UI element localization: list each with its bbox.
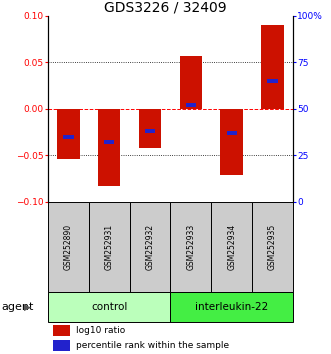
Text: ▶: ▶ <box>24 303 31 312</box>
Text: GSM252932: GSM252932 <box>146 224 155 270</box>
Bar <box>261 25 284 109</box>
Bar <box>252 202 293 292</box>
Text: percentile rank within the sample: percentile rank within the sample <box>76 341 229 350</box>
Text: agent: agent <box>2 302 34 312</box>
Text: log10 ratio: log10 ratio <box>76 326 125 335</box>
Text: GSM252934: GSM252934 <box>227 224 236 270</box>
Bar <box>53 325 70 336</box>
Bar <box>130 202 170 292</box>
Bar <box>53 340 70 351</box>
Bar <box>48 202 89 292</box>
Bar <box>220 109 243 175</box>
Bar <box>48 292 170 322</box>
Text: GSM252933: GSM252933 <box>186 224 195 270</box>
Bar <box>57 109 80 159</box>
Bar <box>89 202 130 292</box>
Text: GSM252890: GSM252890 <box>64 224 73 270</box>
Bar <box>170 202 211 292</box>
Bar <box>63 135 73 138</box>
Text: GDS3226 / 32409: GDS3226 / 32409 <box>104 0 227 14</box>
Bar <box>211 202 252 292</box>
Bar <box>104 141 114 144</box>
Bar <box>186 103 196 107</box>
Bar <box>180 56 202 109</box>
Bar <box>267 79 278 83</box>
Bar <box>170 292 293 322</box>
Text: interleukin-22: interleukin-22 <box>195 302 268 312</box>
Bar <box>139 109 161 148</box>
Bar <box>98 109 120 186</box>
Bar <box>227 131 237 135</box>
Text: control: control <box>91 302 127 312</box>
Bar <box>145 129 155 133</box>
Text: GSM252931: GSM252931 <box>105 224 114 270</box>
Text: GSM252935: GSM252935 <box>268 224 277 270</box>
